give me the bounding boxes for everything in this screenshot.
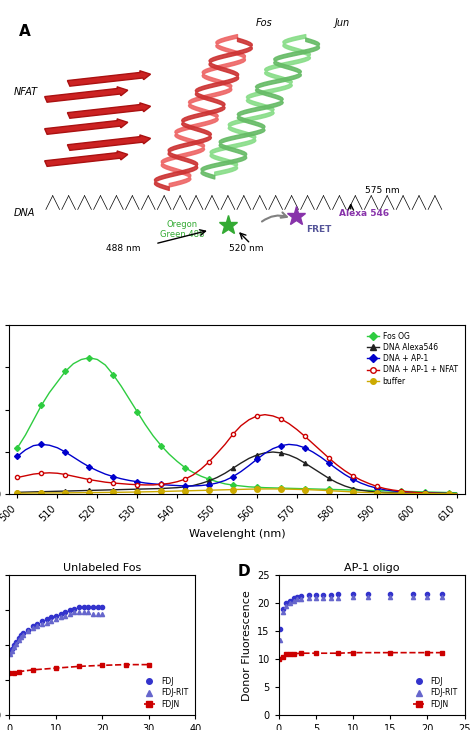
Text: 488 nm: 488 nm (106, 244, 140, 253)
FancyArrow shape (45, 87, 128, 102)
Text: Fos: Fos (256, 18, 273, 28)
FancyArrow shape (45, 151, 128, 166)
Legend: FDJ, FDJ-RIT, FDJN: FDJ, FDJ-RIT, FDJN (140, 674, 191, 712)
Legend: FDJ, FDJ-RIT, FDJN: FDJ, FDJ-RIT, FDJN (410, 674, 461, 712)
FancyArrow shape (67, 71, 151, 86)
Text: DNA: DNA (14, 208, 36, 218)
Text: D: D (238, 564, 251, 579)
Text: FRET: FRET (306, 226, 332, 234)
Legend: Fos OG, DNA Alexa546, DNA + AP-1, DNA + AP-1 + NFAT, buffer: Fos OG, DNA Alexa546, DNA + AP-1, DNA + … (365, 328, 461, 389)
FancyArrow shape (45, 119, 128, 134)
X-axis label: Wavelenght (nm): Wavelenght (nm) (189, 529, 285, 539)
Text: Alexa 546: Alexa 546 (339, 210, 390, 218)
FancyArrow shape (67, 103, 151, 118)
Title: AP-1 oligo: AP-1 oligo (344, 563, 400, 573)
Title: Unlabeled Fos: Unlabeled Fos (63, 563, 141, 573)
Y-axis label: Donor Fluorescence: Donor Fluorescence (242, 590, 252, 701)
Text: 520 nm: 520 nm (229, 244, 264, 253)
Text: Jun: Jun (334, 18, 349, 28)
Text: 575 nm: 575 nm (365, 186, 400, 196)
Text: Oregon
Green 488: Oregon Green 488 (160, 220, 205, 239)
FancyArrow shape (67, 135, 151, 150)
Text: A: A (18, 24, 30, 39)
Text: NFAT: NFAT (14, 87, 38, 97)
